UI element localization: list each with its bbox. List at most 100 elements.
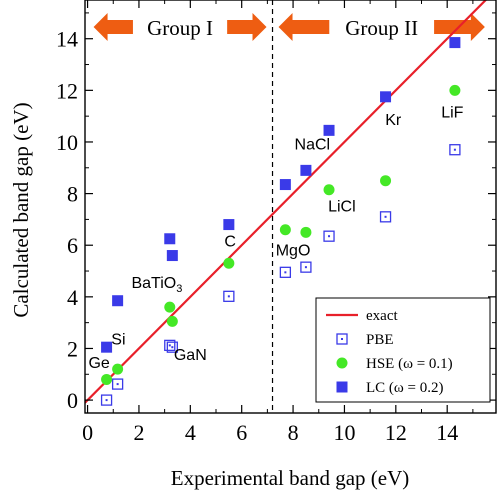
x-axis-label: Experimental band gap (eV) [171, 466, 410, 490]
marker-open-square-5-dot [284, 271, 287, 274]
marker-open-square-8 [379, 211, 392, 223]
group-arrow-left-1 [93, 13, 133, 41]
marker-filled-square-9 [449, 37, 461, 49]
marker-open-square-6-dot [304, 266, 307, 269]
legend-label-2: HSE (ω = 0.1) [366, 356, 453, 372]
marker-filled-square-8 [380, 91, 392, 103]
marker-open-square-6 [300, 261, 312, 273]
x-tick-label-4: 4 [185, 420, 196, 445]
legend: exact PBE HSE (ω = 0.1) LC (ω = 0.2) [315, 297, 491, 403]
reference-line-layer [85, 0, 488, 404]
marker-filled-circle-3 [166, 315, 178, 327]
marker-filled-circle-9 [449, 84, 461, 96]
marker-filled-circle-7 [323, 184, 335, 196]
marker-open-square-1-box [111, 378, 124, 390]
x-tick-label-10: 10 [333, 420, 355, 445]
y-axis-label: Calculated band gap (eV) [9, 102, 33, 317]
marker-open-square-6-box [300, 261, 312, 273]
marker-filled-circle-4 [223, 257, 235, 269]
marker-open-square-5 [279, 266, 292, 278]
marker-filled-circle-1 [112, 363, 124, 375]
group-arrow-right-1 [227, 13, 267, 41]
marker-filled-square-0 [101, 341, 113, 353]
legend-swatch-filled-circle [336, 357, 348, 369]
x-tick-label-6: 6 [236, 420, 247, 445]
y-tick-label-4: 4 [67, 285, 78, 310]
marker-open-square-7 [323, 230, 335, 242]
legend-swatch-open-square [336, 333, 348, 345]
marker-open-square-3 [166, 341, 178, 353]
marker-open-square-4 [223, 290, 235, 302]
group-label-2: Group II [345, 16, 418, 40]
marker-filled-square-3 [166, 250, 178, 262]
series-filled-circle [101, 84, 461, 385]
marker-filled-circle-0 [101, 373, 113, 385]
annotation-batio: BaTiO3 [131, 275, 182, 295]
group-arrow-left-2 [278, 13, 330, 41]
legend-label-3: LC (ω = 0.2) [366, 380, 444, 396]
marker-open-square-3-box [166, 341, 178, 353]
marker-open-square-8-box [379, 211, 392, 223]
marker-filled-circle-8 [380, 175, 392, 187]
marker-open-square-8-dot [384, 215, 387, 218]
y-tick-label-6: 6 [67, 233, 78, 258]
marker-filled-square-4 [223, 219, 235, 231]
annotation-subscript: 3 [176, 283, 182, 295]
marker-filled-square-1 [112, 295, 124, 307]
marker-open-square-1-dot [116, 383, 119, 386]
marker-filled-square-7 [323, 124, 335, 136]
annotation-lif: LiF [441, 104, 463, 121]
series-filled-square [101, 37, 461, 353]
marker-filled-square-2 [164, 233, 176, 245]
marker-open-square-0-dot [105, 399, 108, 402]
marker-open-square-3-dot [171, 346, 174, 349]
marker-open-square-0-box [100, 394, 113, 406]
annotation-gan: GaN [174, 347, 207, 364]
annotation-ge: Ge [88, 355, 109, 372]
y-tick-label-2: 2 [67, 336, 78, 361]
marker-open-square-7-dot [328, 235, 331, 238]
y-tick-label-8: 8 [67, 182, 78, 207]
y-tick-label-0: 0 [67, 388, 78, 413]
marker-filled-circle-5 [279, 224, 291, 236]
annotation-kr: Kr [385, 112, 402, 129]
annotation-c: C [224, 234, 236, 251]
annotation-si: Si [111, 332, 125, 349]
x-tick-label-0: 0 [82, 420, 93, 445]
marker-open-square-5-box [279, 266, 292, 278]
marker-open-square-0 [100, 394, 113, 406]
exact-reference-line [85, 0, 488, 404]
plot-frame [84, 0, 497, 414]
marker-filled-circle-6 [300, 226, 312, 238]
group-header-layer: Group I Group II [93, 13, 485, 41]
legend-swatch-open-square-dot [341, 338, 343, 340]
annotation-licl: LiCl [328, 199, 356, 216]
marker-open-square-2-box [164, 339, 176, 352]
x-tick-label-8: 8 [288, 420, 299, 445]
legend-label-0: exact [366, 308, 398, 324]
marker-filled-square-6 [300, 164, 312, 176]
x-tick-label-2: 2 [133, 420, 144, 445]
y-tick-label-14: 14 [56, 27, 78, 52]
marker-open-square-9-dot [453, 148, 456, 151]
marker-layer [100, 37, 461, 406]
y-tick-label-10: 10 [56, 130, 78, 155]
marker-open-square-1 [111, 378, 124, 390]
marker-open-square-4-dot [227, 295, 230, 298]
x-tick-label-12: 12 [385, 420, 407, 445]
x-tick-label-14: 14 [436, 420, 458, 445]
marker-filled-circle-2 [164, 301, 176, 313]
marker-open-square-2-dot [168, 344, 171, 347]
marker-open-square-9-box [449, 144, 461, 156]
annotation-nacl: NaCl [295, 137, 331, 154]
marker-open-square-9 [449, 144, 461, 156]
marker-open-square-7-box [323, 230, 335, 242]
marker-open-square-4-box [223, 290, 235, 302]
legend-label-1: PBE [366, 332, 394, 348]
y-tick-label-12: 12 [56, 78, 78, 103]
legend-swatch-filled-square [336, 381, 348, 393]
marker-filled-square-5 [279, 179, 291, 191]
